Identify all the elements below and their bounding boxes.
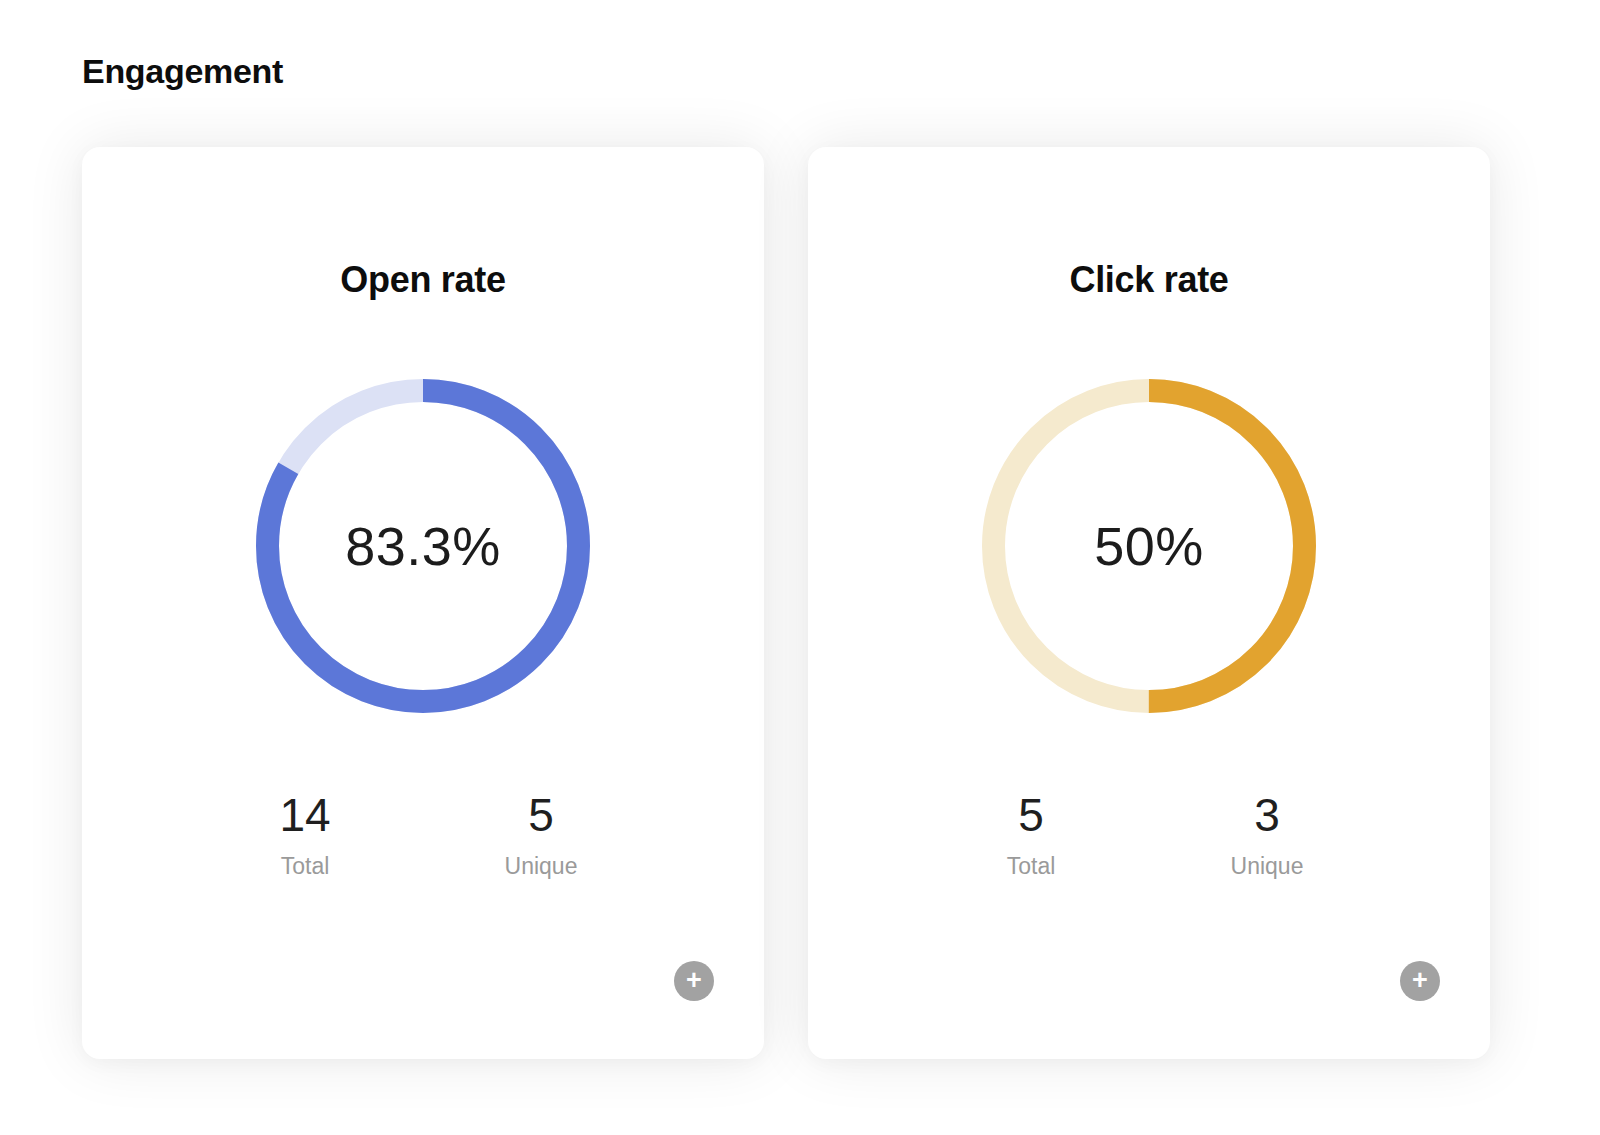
percent-value: 50%	[982, 379, 1316, 713]
add-metric-button[interactable]: +	[1400, 961, 1440, 1001]
stat-total-label: Total	[243, 853, 367, 879]
add-metric-button[interactable]: +	[674, 961, 714, 1001]
stat-unique: 5 Unique	[479, 789, 603, 879]
click-rate-donut-chart: 50%	[982, 379, 1316, 713]
percent-value: 83.3%	[256, 379, 590, 713]
plus-icon: +	[1412, 967, 1428, 994]
card-title-click-rate: Click rate	[1069, 259, 1228, 301]
section-title: Engagement	[82, 52, 1490, 91]
stat-total: 5 Total	[969, 789, 1093, 879]
cards-row: Open rate 83.3% 14 Total 5 Unique	[82, 147, 1490, 1059]
plus-icon: +	[686, 967, 702, 994]
stat-total-value: 14	[243, 789, 367, 841]
click-rate-card: Click rate 50% 5 Total 3 Unique	[808, 147, 1490, 1059]
stat-unique-value: 3	[1205, 789, 1329, 841]
stat-unique-label: Unique	[1205, 853, 1329, 879]
stat-unique: 3 Unique	[1205, 789, 1329, 879]
open-rate-donut-chart: 83.3%	[256, 379, 590, 713]
stat-unique-value: 5	[479, 789, 603, 841]
stat-total-value: 5	[969, 789, 1093, 841]
open-rate-card: Open rate 83.3% 14 Total 5 Unique	[82, 147, 764, 1059]
card-title-open-rate: Open rate	[340, 259, 505, 301]
stat-total: 14 Total	[243, 789, 367, 879]
engagement-section: Engagement Open rate 83.3% 14 Total 5 Un…	[0, 0, 1600, 1119]
stat-unique-label: Unique	[479, 853, 603, 879]
stat-total-label: Total	[969, 853, 1093, 879]
stats-row: 5 Total 3 Unique	[969, 789, 1329, 879]
stats-row: 14 Total 5 Unique	[243, 789, 603, 879]
